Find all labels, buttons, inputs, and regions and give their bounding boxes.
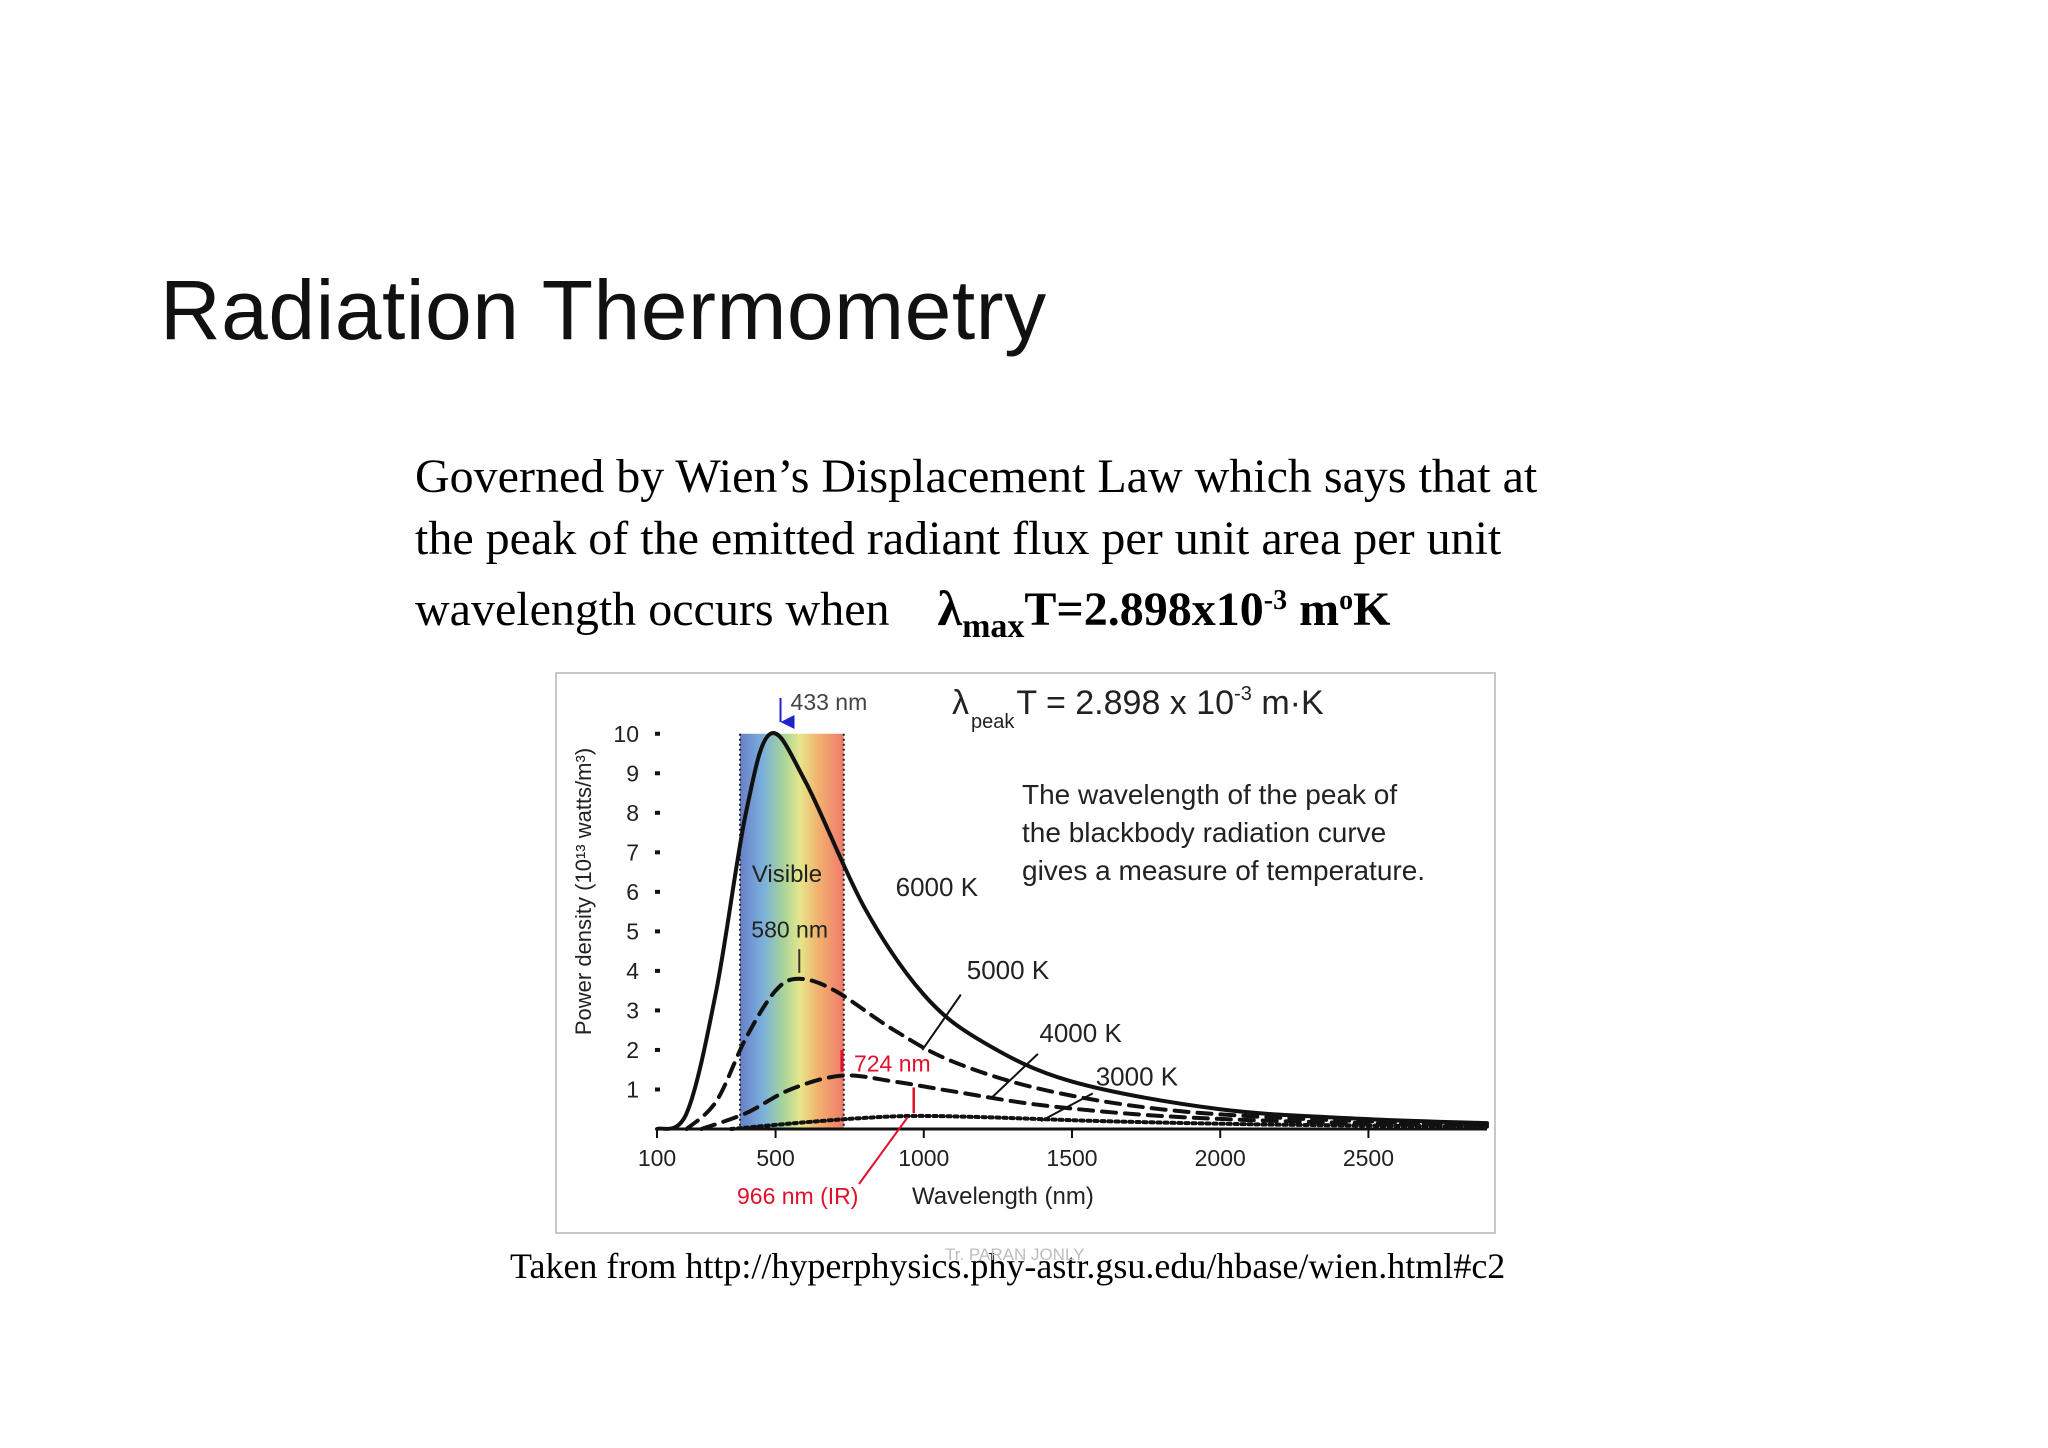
formula-exponent: -3 xyxy=(1263,585,1288,616)
footer-watermark: Tr. PARAN JONLY xyxy=(945,1245,1085,1264)
y-tick-label: 1 xyxy=(626,1076,639,1102)
formula-main: T=2.898x10 xyxy=(1024,583,1264,636)
pointer-966nm xyxy=(858,1116,909,1185)
paragraph-line-2: the peak of the emitted radiant flux per… xyxy=(415,512,1502,565)
series-label-6000-k: 6000 K xyxy=(896,872,979,902)
series-line-4000-k xyxy=(699,1073,1489,1131)
x-axis-label: Wavelength (nm) xyxy=(912,1183,1094,1210)
y-tick-label: 3 xyxy=(626,997,639,1023)
y-tick-label: 5 xyxy=(626,918,639,944)
paragraph-line-1: Governed by Wien’s Displacement Law whic… xyxy=(415,450,1538,503)
source-caption: Taken from http://hyperphysics.phy-astr.… xyxy=(510,1246,1506,1286)
annotation-966nm: 966 nm (IR) xyxy=(737,1183,858,1209)
x-tick-label: 500 xyxy=(756,1145,794,1171)
chart-formula-subscript: peak xyxy=(971,711,1015,733)
series-line-3000-k xyxy=(729,1113,1489,1131)
chart-description: The wavelength of the peak of the blackb… xyxy=(1022,779,1425,886)
x-tick-label: 1500 xyxy=(1046,1145,1097,1171)
series-label-pointer xyxy=(991,1053,1039,1099)
series-label-3000-k: 3000 K xyxy=(1096,1062,1179,1092)
description-line-1: The wavelength of the peak of xyxy=(1022,779,1397,810)
blackbody-chart-figure: 100 500 1000 1500 2000 2500 1 2 3 4 5 6 7 8 9 10 6000 K 5… xyxy=(555,672,1496,1234)
x-tick-label: 100 xyxy=(638,1145,676,1171)
formula-unit-k: K xyxy=(1353,583,1391,636)
description-line-3: gives a measure of temperature. xyxy=(1022,855,1425,886)
series-label-pointer xyxy=(921,994,962,1051)
formula-unit-m: m xyxy=(1287,583,1340,636)
paragraph-line-3: wavelength occurs when λmaxT=2.898x10-3 m… xyxy=(415,570,1695,658)
chart-formula-lambda: λ xyxy=(952,684,969,722)
description-line-2: the blackbody radiation curve xyxy=(1022,817,1386,848)
chart-formula-exponent: -3 xyxy=(1234,683,1252,705)
chart-formula-main: T = 2.898 x 10 xyxy=(1016,684,1234,722)
y-tick-label: 7 xyxy=(626,839,639,865)
annotation-580nm: 580 nm xyxy=(751,916,828,942)
wien-law-paragraph: Governed by Wien’s Displacement Law whic… xyxy=(415,446,1695,658)
x-tick-label: 1000 xyxy=(898,1145,949,1171)
y-tick-label: 9 xyxy=(626,760,639,786)
y-tick-label: 2 xyxy=(626,1037,639,1063)
series-line-6000-k xyxy=(655,731,1489,1131)
visible-label: Visible xyxy=(752,861,822,888)
y-axis-label: Power density (10¹³ watts/m³) xyxy=(571,748,596,1035)
wien-formula: λmaxT=2.898x10-3 moK xyxy=(937,580,1391,645)
formula-subscript: max xyxy=(962,608,1025,645)
chart-formula: λ peakT = 2.898 x 10-3 m·K xyxy=(952,683,1324,733)
series-line-5000-k xyxy=(684,976,1489,1131)
y-tick-label: 8 xyxy=(626,800,639,826)
annotation-724nm: 724 nm xyxy=(854,1051,931,1077)
visible-spectrum-band xyxy=(740,733,844,1129)
y-tick-label: 4 xyxy=(626,958,639,984)
series-label-pointer xyxy=(1040,1092,1094,1122)
blackbody-chart: 100 500 1000 1500 2000 2500 1 2 3 4 5 6 7 8 9 10 6000 K 5… xyxy=(571,683,1489,1210)
x-tick-label: 2500 xyxy=(1343,1145,1394,1171)
series-label-4000-k: 4000 K xyxy=(1039,1018,1122,1048)
formula-lambda: λ xyxy=(937,580,963,636)
slide-title: Radiation Thermometry xyxy=(160,263,1047,357)
annotation-433nm: 433 nm xyxy=(791,689,868,715)
y-tick-label: 6 xyxy=(626,879,639,905)
formula-degree: o xyxy=(1339,585,1354,616)
y-tick-label: 10 xyxy=(613,721,639,747)
chart-formula-unit: m·K xyxy=(1252,684,1324,722)
x-tick-label: 2000 xyxy=(1195,1145,1246,1171)
paragraph-line-3-text: wavelength occurs when xyxy=(415,583,890,636)
series-label-5000-k: 5000 K xyxy=(967,955,1050,985)
